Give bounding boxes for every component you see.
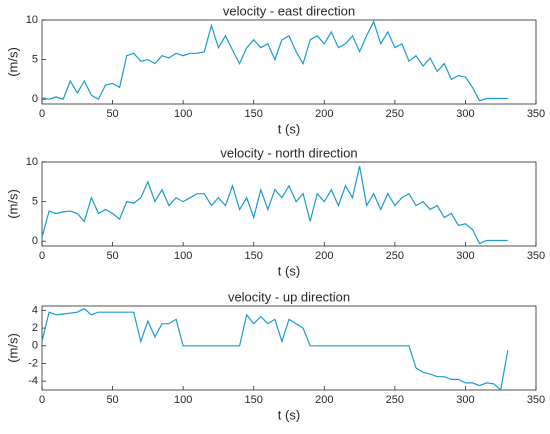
chart-title: velocity - north direction	[220, 145, 357, 160]
x-tick-label: 350	[527, 108, 545, 120]
y-axis-label: (m/s)	[5, 47, 20, 77]
x-tick-label: 300	[456, 250, 474, 262]
x-tick-label: 250	[386, 394, 404, 406]
x-axis-label: t (s)	[278, 407, 300, 422]
y-axis-label: (m/s)	[5, 333, 20, 363]
x-tick-label: 200	[315, 394, 333, 406]
x-axis-label: t (s)	[278, 263, 300, 278]
x-tick-label: 50	[106, 250, 118, 262]
y-tick-label: 5	[32, 54, 38, 66]
x-tick-label: 150	[245, 250, 263, 262]
x-tick-label: 250	[386, 108, 404, 120]
x-tick-label: 150	[245, 108, 263, 120]
axes-box	[41, 19, 537, 105]
data-line	[41, 165, 508, 245]
x-tick-label: 0	[39, 394, 45, 406]
x-tick-label: 300	[456, 394, 474, 406]
x-tick-label: 0	[39, 108, 45, 120]
y-tick-label: 4	[32, 304, 38, 316]
y-tick-label: 0	[32, 93, 38, 105]
x-tick-label: 200	[315, 250, 333, 262]
x-tick-label: 100	[174, 250, 192, 262]
x-tick-label: 250	[386, 250, 404, 262]
x-tick-label: 0	[39, 250, 45, 262]
y-tick-label: 0	[32, 340, 38, 352]
y-tick-label: -2	[28, 357, 38, 369]
x-tick-label: 100	[174, 394, 192, 406]
y-tick-label: -4	[28, 375, 38, 387]
x-tick-label: 300	[456, 108, 474, 120]
x-tick-label: 150	[245, 394, 263, 406]
y-tick-label: 5	[32, 196, 38, 208]
x-tick-label: 50	[106, 394, 118, 406]
data-line	[41, 307, 509, 392]
x-tick-label: 100	[174, 108, 192, 120]
y-tick-label: 10	[26, 156, 38, 168]
data-line	[41, 20, 508, 102]
x-axis-label: t (s)	[278, 121, 300, 136]
x-tick-label: 350	[527, 250, 545, 262]
y-tick-label: 0	[32, 235, 38, 247]
chart-title: velocity - east direction	[223, 3, 355, 18]
x-tick-label: 200	[315, 108, 333, 120]
y-axis-label: (m/s)	[5, 189, 20, 219]
axes-box	[41, 161, 537, 247]
x-tick-label: 50	[106, 108, 118, 120]
x-tick-label: 350	[527, 394, 545, 406]
y-tick-label: 10	[26, 14, 38, 26]
y-tick-label: 2	[32, 322, 38, 334]
chart-title: velocity - up direction	[228, 289, 350, 304]
